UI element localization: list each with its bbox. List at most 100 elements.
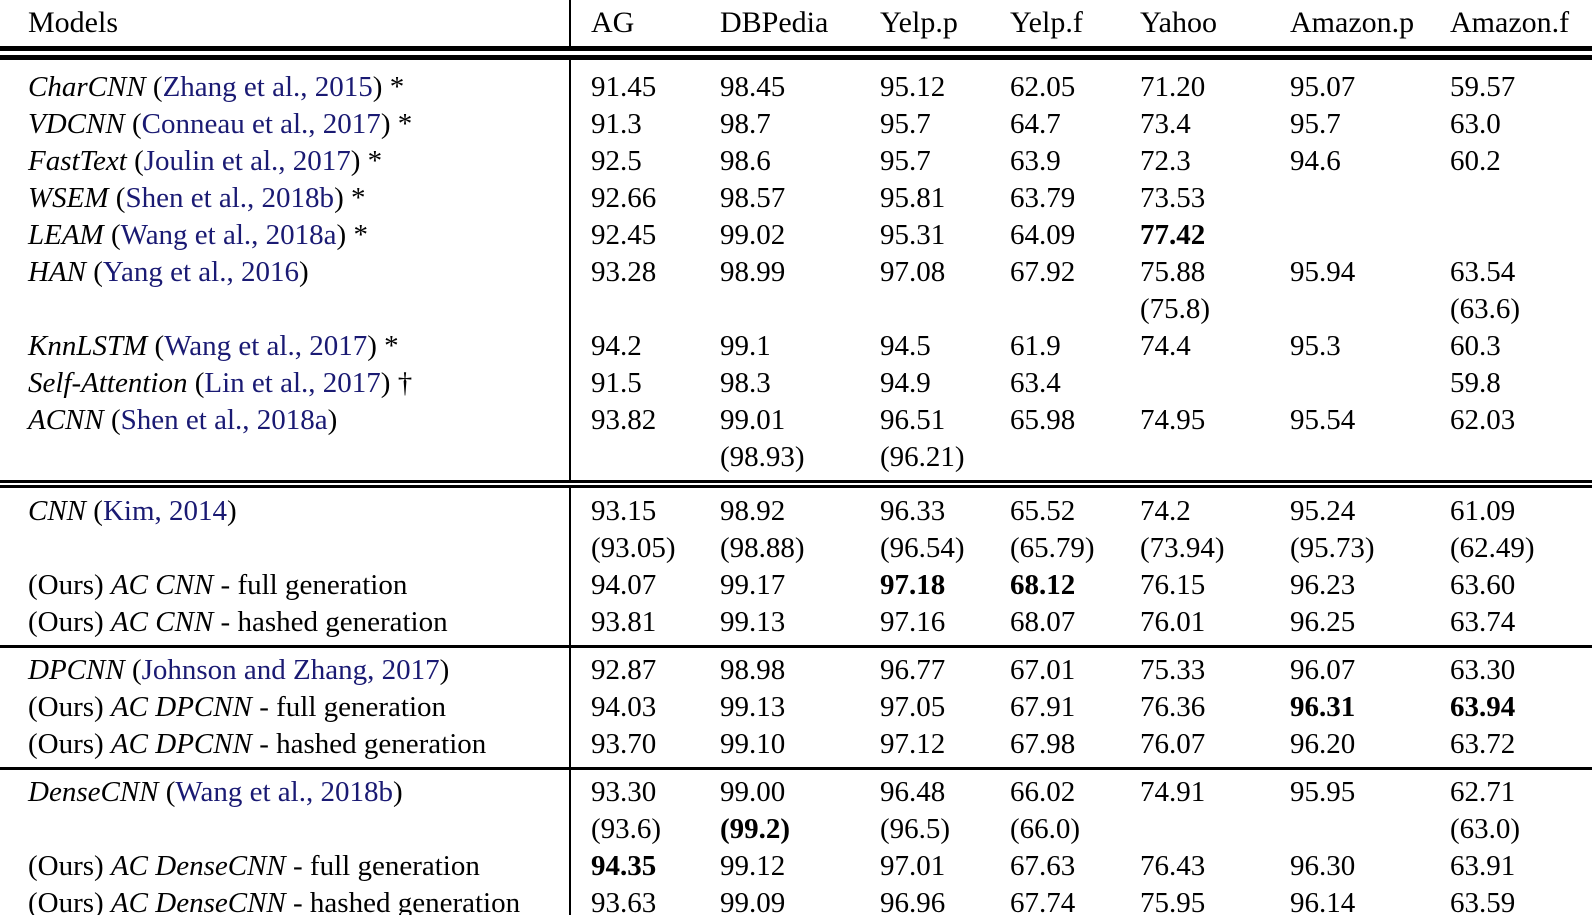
value-cell: [1120, 365, 1270, 402]
citation-link[interactable]: Joulin et al., 2017: [143, 145, 351, 177]
metric-value: 63.9: [1010, 145, 1061, 177]
metric-value: 98.98: [720, 654, 786, 686]
citation-link[interactable]: Johnson and Zhang, 2017: [141, 654, 440, 686]
value-cell: 93.15 (93.05): [570, 480, 700, 567]
citation-link[interactable]: Zhang et al., 2015: [162, 71, 373, 103]
metric-value: 96.30: [1290, 850, 1356, 882]
value-cell: 99.13: [700, 604, 860, 647]
column-header-models: Models: [0, 0, 571, 60]
metric-value: 98.7: [720, 108, 771, 140]
model-cell: LEAM (Wang et al., 2018a) *: [0, 217, 571, 254]
metric-value: [1290, 365, 1430, 402]
model-name: ACNN: [28, 404, 104, 436]
model-text: (Ours): [28, 728, 111, 760]
model-text: (Ours): [28, 887, 111, 915]
value-cell: 96.30: [1270, 848, 1430, 885]
citation-link[interactable]: Kim, 2014: [102, 495, 228, 527]
citation-link[interactable]: Shen et al., 2018b: [125, 182, 335, 214]
value-cell: 93.63: [570, 885, 700, 915]
value-cell: 99.17: [700, 567, 860, 604]
value-cell: 95.31: [860, 217, 990, 254]
model-name: HAN: [28, 256, 86, 288]
metric-value: 99.1: [720, 330, 771, 362]
citation-link[interactable]: Conneau et al., 2017: [141, 108, 381, 140]
metric-value: 68.12: [1010, 569, 1076, 601]
metric-value: 63.54: [1450, 256, 1516, 288]
value-cell: 68.12: [990, 567, 1120, 604]
metric-value: 92.87: [591, 654, 657, 686]
citation-link[interactable]: Wang et al., 2018b: [175, 776, 393, 808]
metric-subvalue: (75.8): [1140, 293, 1211, 325]
metric-value: 94.9: [880, 367, 931, 399]
metric-value: 93.81: [591, 606, 657, 638]
model-text: - full generation: [285, 850, 480, 882]
metric-value: 97.05: [880, 691, 946, 723]
value-cell: 95.3: [1270, 328, 1430, 365]
table-row: (Ours) AC CNN - full generation 94.07 99.1…: [0, 567, 1592, 604]
metric-value: 94.6: [1290, 145, 1341, 177]
metric-value: 93.82: [591, 404, 657, 436]
metric-value: 95.7: [880, 108, 931, 140]
table-row: (Ours) AC DPCNN - hashed generation 93.70…: [0, 726, 1592, 769]
value-cell: 97.05: [860, 689, 990, 726]
value-cell: 99.00 (99.2): [700, 767, 860, 848]
metric-subvalue: (93.05): [591, 532, 676, 564]
column-header-amazon-p: Amazon.p: [1270, 0, 1430, 60]
metric-value: 91.5: [591, 367, 642, 399]
metric-value: 92.5: [591, 145, 642, 177]
value-cell: [1430, 217, 1592, 254]
model-text: (: [187, 367, 205, 399]
citation-link[interactable]: Lin et al., 2017: [204, 367, 381, 399]
metric-value: 99.13: [720, 691, 786, 723]
value-cell: 98.6: [700, 143, 860, 180]
table-row: (Ours) AC DenseCNN - full generation 94.3…: [0, 848, 1592, 885]
citation-link[interactable]: Wang et al., 2017: [164, 330, 368, 362]
value-cell: 93.70: [570, 726, 700, 769]
metric-value: 94.35: [591, 850, 657, 882]
metric-value: 76.15: [1140, 569, 1206, 601]
column-header-yahoo: Yahoo: [1120, 0, 1270, 60]
model-cell: ACNN (Shen et al., 2018a): [0, 402, 571, 484]
value-cell: 73.4: [1120, 106, 1270, 143]
column-header-dbpedia: DBPedia: [700, 0, 860, 60]
value-cell: 91.5: [570, 365, 700, 402]
model-name: AC CNN: [110, 606, 214, 638]
table-row: WSEM (Shen et al., 2018b) * 92.66 98.57 95.…: [0, 180, 1592, 217]
value-cell: 71.20: [1120, 53, 1270, 106]
model-text: ): [227, 495, 237, 527]
metric-value: 94.5: [880, 330, 931, 362]
metric-value: 61.09: [1450, 495, 1516, 527]
value-cell: 94.2: [570, 328, 700, 365]
table-row: FastText (Joulin et al., 2017) * 92.5 98.6…: [0, 143, 1592, 180]
metric-value: 96.31: [1290, 691, 1356, 723]
value-cell: 96.23: [1270, 567, 1430, 604]
model-cell: (Ours) AC DPCNN - hashed generation: [0, 726, 571, 769]
model-text: (: [103, 404, 121, 436]
model-cell: CharCNN (Zhang et al., 2015) *: [0, 53, 571, 106]
model-text: - hashed generation: [285, 887, 521, 915]
value-cell: 59.8: [1430, 365, 1592, 402]
metric-value: 95.94: [1290, 256, 1356, 288]
citation-link[interactable]: Yang et al., 2016: [102, 256, 299, 288]
metric-value: 68.07: [1010, 606, 1076, 638]
value-cell: 68.07: [990, 604, 1120, 647]
metric-value: 76.36: [1140, 691, 1206, 723]
metric-value: 76.43: [1140, 850, 1206, 882]
table-body: CharCNN (Zhang et al., 2015) * 91.45 98.45…: [0, 53, 1592, 915]
model-name: AC DPCNN: [110, 691, 252, 723]
table-row: DenseCNN (Wang et al., 2018b) 93.30 (93.6)…: [0, 767, 1592, 848]
metric-value: 97.01: [880, 850, 946, 882]
citation-link[interactable]: Shen et al., 2018a: [120, 404, 328, 436]
metric-value: 63.72: [1450, 728, 1516, 760]
metric-value: 63.4: [1010, 367, 1061, 399]
model-name: AC DenseCNN: [110, 850, 286, 882]
metric-value: 99.10: [720, 728, 786, 760]
model-text: ) *: [372, 71, 405, 103]
citation-link[interactable]: Wang et al., 2018a: [120, 219, 337, 251]
metric-value: 96.51: [880, 404, 946, 436]
model-text: (: [126, 145, 144, 177]
metric-value: 65.52: [1010, 495, 1076, 527]
value-cell: 63.91: [1430, 848, 1592, 885]
model-text: (: [108, 182, 126, 214]
